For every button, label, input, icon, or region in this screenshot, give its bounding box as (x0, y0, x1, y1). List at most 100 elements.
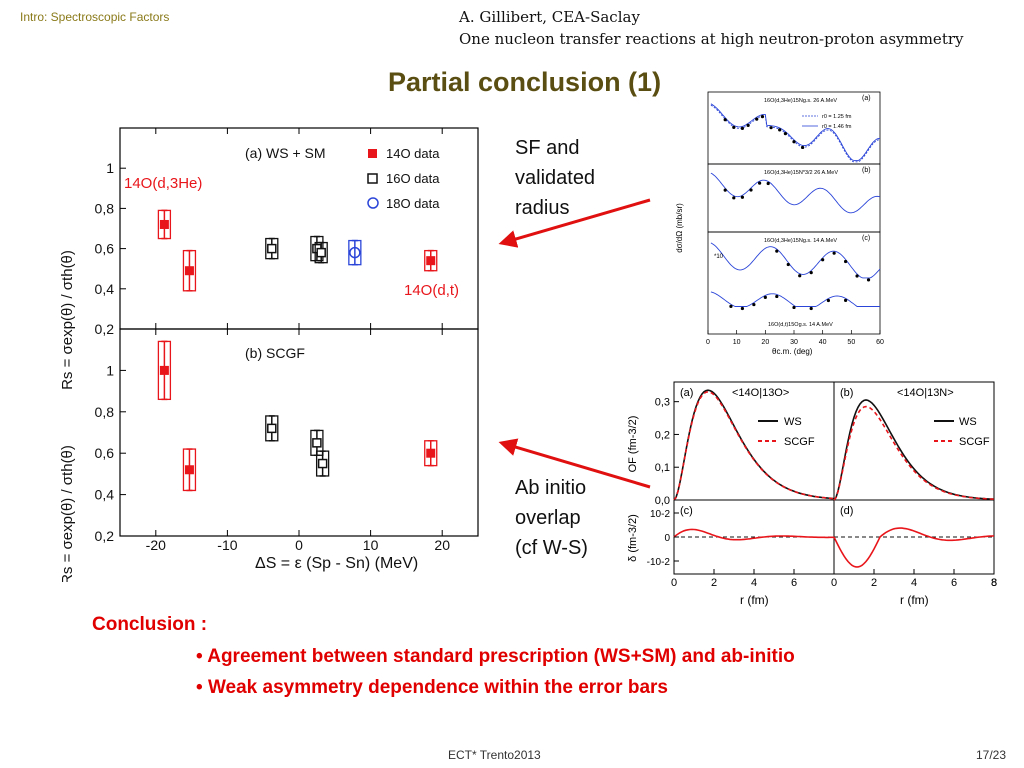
legend-18o-label: 18O data (386, 196, 440, 211)
legend-16o-marker (367, 173, 378, 184)
xs-legend-146: r0 = 1.46 fm (822, 124, 852, 130)
of-tag-c: (c) (680, 505, 693, 517)
legend-14o-marker (368, 149, 377, 158)
error-box (315, 450, 330, 477)
error-box (348, 239, 362, 266)
overlap-chart: (a) <14O|13O> (b) <14O|13N> (c) (d) WS S… (627, 381, 997, 607)
conclusion-bullet-text: Agreement between standard prescription … (207, 646, 795, 667)
xs-x-tick-label: 20 (761, 339, 769, 346)
arrows-layer (498, 198, 651, 489)
xs-x-axis-title: θc.m. (deg) (772, 347, 813, 356)
of-x-tick-label: 2 (711, 577, 717, 589)
xs-data-point (798, 274, 802, 278)
xs-curve-b (710, 172, 881, 214)
of-x-axis-title-right: r (fm) (900, 593, 929, 607)
y-tick-label: 1 (106, 362, 114, 378)
data-point (426, 256, 436, 266)
delta-curve-c (673, 528, 834, 541)
xs-data-point (755, 117, 759, 121)
delta-y-tick-label: 10-2 (650, 509, 670, 520)
of-legend-scgf-b: SCGF (959, 436, 990, 448)
author-name: A. Gillibert, CEA-Saclay (459, 8, 640, 26)
xs-x-tick-label: 0 (706, 339, 710, 346)
xs-data-point (821, 258, 825, 262)
y-tick-label: 0,4 (95, 487, 115, 503)
error-box (265, 415, 279, 442)
xs-data-point (783, 132, 787, 136)
xs-data-point (740, 306, 744, 311)
xs-data-point (778, 128, 782, 132)
of-tag-d: (d) (840, 505, 853, 517)
note-sf-line: radius (515, 197, 570, 219)
y-tick-label: 0,6 (95, 241, 115, 257)
data-point (349, 246, 361, 259)
error-box (314, 241, 328, 264)
of-y-tick-label: 0,2 (655, 429, 670, 441)
xs-data-point (809, 306, 813, 311)
of-label-b: <14O|13N> (897, 387, 954, 399)
legend-16o-label: 16O data (386, 171, 440, 186)
data-point (267, 423, 277, 434)
xs-label-c: 16O(d,3He)15Ng.s. 14 A.MeV (764, 238, 837, 244)
of-y-tick-label: 0,3 (655, 397, 670, 409)
xs-data-point (801, 145, 805, 150)
xs-data-point (746, 123, 750, 128)
xs-data-point (740, 195, 744, 199)
xs-data-point (786, 262, 790, 267)
of-legend-scgf-a: SCGF (784, 436, 815, 448)
legend-14o-label: 14O data (386, 146, 440, 161)
xs-data-point (723, 118, 727, 122)
of-legend-ws-b: WS (959, 416, 977, 428)
error-box (424, 440, 438, 467)
of-x-tick-label: 0 (671, 577, 677, 589)
of-legend-ws-a: WS (784, 416, 802, 428)
xs-data-point (792, 305, 796, 310)
data-point (184, 465, 194, 475)
xs-data-point (732, 196, 736, 200)
error-box (424, 249, 438, 272)
of-x-axis-title-left: r (fm) (740, 593, 769, 607)
data-point (317, 458, 328, 469)
xs-data-point (758, 181, 762, 185)
xs-data-point (855, 274, 859, 278)
error-box (182, 249, 197, 292)
error-box (182, 448, 197, 492)
xs-data-point (740, 126, 744, 130)
note-sf-line: SF and (515, 137, 580, 159)
breadcrumb: Intro: Spectroscopic Factors (20, 10, 170, 24)
panel-b-label: (b) SCGF (245, 345, 305, 361)
y-tick-label: 1 (106, 160, 114, 176)
note-abinitio-line: overlap (515, 507, 581, 529)
of-label-a: <14O|13O> (732, 387, 789, 399)
delta-curve-d (833, 527, 995, 568)
xs-data-point (732, 125, 736, 129)
delta-y-tick-label: 0 (664, 533, 670, 544)
xs-panel-c (707, 231, 881, 335)
data-point (159, 365, 169, 375)
of-x-tick-label: 8 (991, 577, 997, 589)
xs-data-point (792, 140, 796, 144)
of-x-tick-label: 0 (831, 577, 837, 589)
xs-label-a: 16O(d,3He)15Ng.s. 26 A.MeV (764, 98, 837, 104)
data-point (316, 247, 326, 258)
rs-x-axis-title: ΔS = ε (Sp - Sn) (MeV) (255, 555, 418, 572)
cross-section-chart: (a) 16O(d,3He)15Ng.s. 26 A.MeV r0 = 1.25… (675, 91, 884, 356)
note-abinitio-line: (cf W-S) (515, 537, 588, 559)
of-scgf-curve-a (673, 390, 835, 501)
y-tick-label: 0,8 (95, 200, 115, 216)
xs-data-point (809, 271, 813, 275)
xs-data-point (749, 188, 753, 192)
y-tick-label: 0,6 (95, 445, 115, 461)
xs-data-point (844, 259, 848, 264)
note-abinitio: Ab initio overlap (cf W-S) (515, 473, 588, 563)
talk-subtitle: One nucleon transfer reactions at high n… (459, 30, 964, 48)
xs-extra-c: *10 (714, 254, 724, 260)
of-tag-a: (a) (680, 387, 693, 399)
xs-tag-b: (b) (862, 167, 871, 174)
error-box (265, 237, 279, 260)
of-x-tick-label: 8 (991, 577, 997, 589)
data-point (184, 266, 194, 276)
x-tick-label: 20 (434, 537, 450, 553)
of-y-tick-label: 0,0 (655, 495, 670, 507)
xs-x-tick-label: 10 (733, 339, 741, 346)
